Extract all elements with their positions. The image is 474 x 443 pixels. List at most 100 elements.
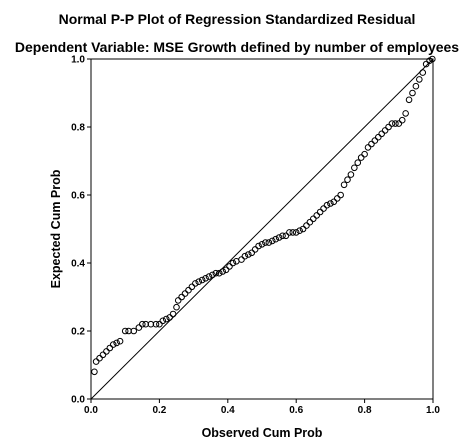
chart-subtitle: Dependent Variable: MSE Growth defined b… [15, 39, 459, 55]
data-point [262, 239, 269, 246]
data-point [371, 137, 379, 144]
data-point [323, 201, 331, 209]
data-point [351, 164, 358, 172]
data-point [205, 273, 213, 280]
chart-title: Normal P-P Plot of Regression Standardiz… [59, 11, 416, 27]
data-point [286, 229, 293, 236]
data-point [272, 235, 279, 243]
data-point [392, 120, 399, 127]
data-point [226, 263, 233, 270]
y-axis-ticks: 0.0 0.2 0.4 0.6 0.8 1.0 [71, 55, 91, 406]
data-point [268, 237, 276, 245]
data-point [330, 198, 338, 206]
data-point [238, 256, 245, 263]
reference-line [90, 58, 434, 400]
data-point [409, 89, 416, 97]
data-point [395, 120, 403, 127]
data-point [347, 171, 355, 178]
data-point [169, 310, 177, 318]
data-point [219, 268, 226, 275]
data-point [405, 96, 413, 104]
data-point [255, 242, 262, 250]
data-point [306, 218, 314, 226]
data-point [209, 271, 216, 279]
x-tick-label: 0.6 [289, 405, 303, 416]
data-point [381, 127, 389, 134]
data-point [159, 317, 167, 325]
data-point [303, 222, 310, 229]
data-point [279, 232, 286, 240]
data-point [245, 251, 252, 258]
y-tick-label: 0.2 [71, 327, 85, 338]
data-point [344, 176, 351, 183]
data-point [174, 297, 182, 304]
data-point [265, 239, 273, 246]
data-point [195, 278, 203, 286]
y-tick-label: 0.4 [71, 259, 85, 270]
data-point [398, 116, 406, 124]
x-tick-label: 1.0 [426, 405, 440, 416]
data-point [92, 358, 100, 365]
data-point [121, 327, 129, 335]
data-point [116, 337, 124, 345]
data-point [429, 55, 436, 63]
data-point [388, 120, 396, 127]
data-point [152, 320, 160, 328]
data-point [139, 320, 146, 328]
data-point [333, 195, 341, 202]
data-point [113, 339, 120, 347]
data-point [156, 320, 163, 328]
data-point [374, 133, 382, 141]
data-point [248, 249, 256, 257]
data-point [185, 286, 192, 294]
x-tick-label: 0.4 [221, 405, 235, 416]
data-point [173, 303, 180, 311]
data-point [166, 314, 173, 321]
data-point [416, 76, 423, 83]
data-point [222, 266, 230, 274]
y-tick-label: 1.0 [71, 55, 85, 66]
data-point [361, 150, 368, 158]
reference-line-group [90, 58, 434, 400]
data-point [357, 154, 365, 161]
data-point [313, 212, 321, 219]
data-point [130, 327, 138, 335]
data-point [181, 290, 189, 297]
data-point [316, 208, 324, 216]
data-point [385, 123, 392, 131]
data-point [292, 229, 300, 236]
data-point [212, 269, 220, 277]
data-point [135, 324, 143, 331]
data-point [178, 293, 185, 301]
x-tick-label: 0.8 [358, 405, 372, 416]
y-axis-label: Expected Cum Prob [49, 169, 63, 288]
data-point [368, 140, 375, 148]
x-tick-label: 0.0 [84, 405, 98, 416]
x-axis-label: Observed Cum Prob [202, 426, 323, 440]
data-point [275, 234, 283, 241]
data-point [241, 252, 249, 260]
plot-frame [90, 58, 434, 400]
data-point [289, 229, 297, 236]
data-point [282, 232, 290, 240]
data-point [192, 280, 199, 287]
data-point [320, 205, 327, 212]
data-point [419, 69, 427, 76]
data-point [96, 354, 103, 362]
data-point [258, 241, 266, 248]
data-point [327, 200, 334, 207]
data-point [198, 276, 206, 284]
data-point [422, 60, 430, 68]
data-point [412, 82, 420, 90]
data-point [354, 159, 362, 166]
data-point [99, 351, 107, 359]
data-point [378, 130, 386, 138]
data-point [402, 110, 409, 117]
data-point [188, 283, 196, 291]
data-point [103, 348, 110, 355]
data-point [340, 181, 348, 189]
x-axis-ticks: 0.0 0.2 0.4 0.6 0.8 1.0 [84, 399, 440, 416]
data-point [337, 191, 344, 199]
data-point [215, 269, 223, 277]
